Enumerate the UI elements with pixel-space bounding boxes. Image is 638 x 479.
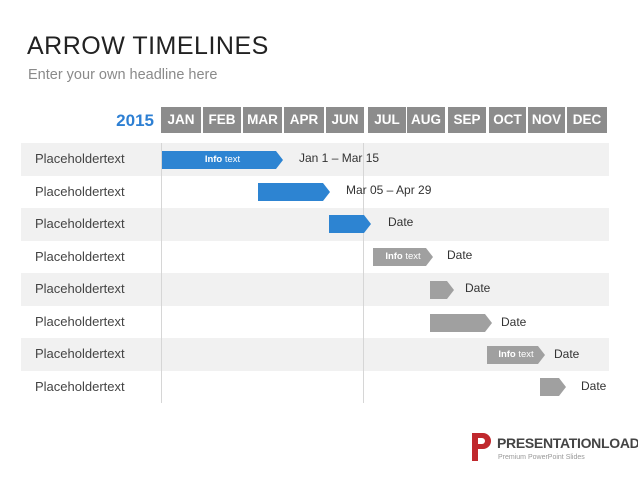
timeline-row: Placeholdertext: [21, 338, 609, 371]
row-label: Placeholdertext: [35, 151, 125, 166]
month-jul: JUL: [368, 107, 406, 133]
row-label: Placeholdertext: [35, 378, 125, 394]
timeline-arrow-bar[interactable]: [258, 183, 330, 201]
bar-label: Info: [385, 251, 403, 262]
timeline-row: Placeholdertext: [21, 208, 609, 241]
timeline-arrow-bar[interactable]: [329, 215, 371, 233]
row-label: Placeholdertext: [35, 346, 125, 361]
row-label: Placeholdertext: [35, 183, 125, 199]
timeline-arrow-bar[interactable]: Info text: [487, 346, 545, 364]
timeline-arrow-bar[interactable]: [540, 378, 566, 396]
timeline-row: Placeholdertext: [21, 371, 609, 404]
month-mar: MAR: [243, 107, 282, 133]
page-title: ARROW TIMELINES: [27, 32, 269, 60]
date-label: Date: [447, 248, 473, 262]
month-dec: DEC: [567, 107, 607, 133]
month-header: JAN FEB MAR APR JUN JUL AUG SEP OCT NOV …: [161, 107, 607, 133]
timeline-arrow-bar[interactable]: Info text: [162, 151, 283, 169]
timeline-row: Placeholdertext: [21, 176, 609, 209]
bar-label-rest: text: [402, 251, 421, 262]
brand-name: PRESENTATIONLOAD®: [497, 435, 638, 451]
bar-label: Info: [498, 349, 516, 360]
date-label: Date: [388, 215, 414, 229]
bar-label: Info: [204, 154, 223, 165]
row-label: Placeholdertext: [35, 313, 125, 329]
month-jun: JUN: [326, 107, 364, 133]
date-label: Date: [501, 315, 527, 329]
brand-tagline: Premium PowerPoint Slides: [498, 454, 585, 461]
row-label: Placeholdertext: [35, 281, 125, 296]
grid-divider: [363, 143, 364, 403]
timeline-row: Placeholdertext: [21, 273, 609, 306]
timeline-rows: Placeholdertext Placeholdertext Placehol…: [21, 143, 609, 403]
bar-label-rest: text: [222, 154, 241, 165]
timeline-arrow-bar[interactable]: Info text: [373, 248, 433, 266]
timeline-row: Placeholdertext: [21, 241, 609, 274]
month-apr: APR: [284, 107, 324, 133]
row-label: Placeholdertext: [35, 216, 125, 231]
year-label: 2015: [116, 111, 154, 130]
date-label: Date: [581, 379, 607, 393]
timeline-arrow-bar[interactable]: [430, 314, 492, 332]
bar-label-rest: text: [515, 349, 534, 360]
date-label: Date: [465, 281, 491, 295]
timeline-row: Placeholdertext: [21, 306, 609, 339]
month-feb: FEB: [203, 107, 241, 133]
date-label: Mar 05 – Apr 29: [346, 183, 432, 197]
date-label: Date: [554, 347, 580, 361]
date-label: Jan 1 – Mar 15: [299, 151, 380, 165]
month-sep: SEP: [448, 107, 486, 133]
grid-divider: [161, 143, 162, 403]
timeline-arrow-bar[interactable]: [430, 281, 454, 299]
month-aug: AUG: [407, 107, 445, 133]
month-jan: JAN: [161, 107, 201, 133]
brand-mark-icon: [472, 433, 491, 461]
timeline-row: Placeholdertext: [21, 143, 609, 176]
row-label: Placeholdertext: [35, 248, 125, 264]
month-nov: NOV: [528, 107, 565, 133]
page-subtitle: Enter your own headline here: [28, 67, 218, 83]
month-oct: OCT: [489, 107, 526, 133]
